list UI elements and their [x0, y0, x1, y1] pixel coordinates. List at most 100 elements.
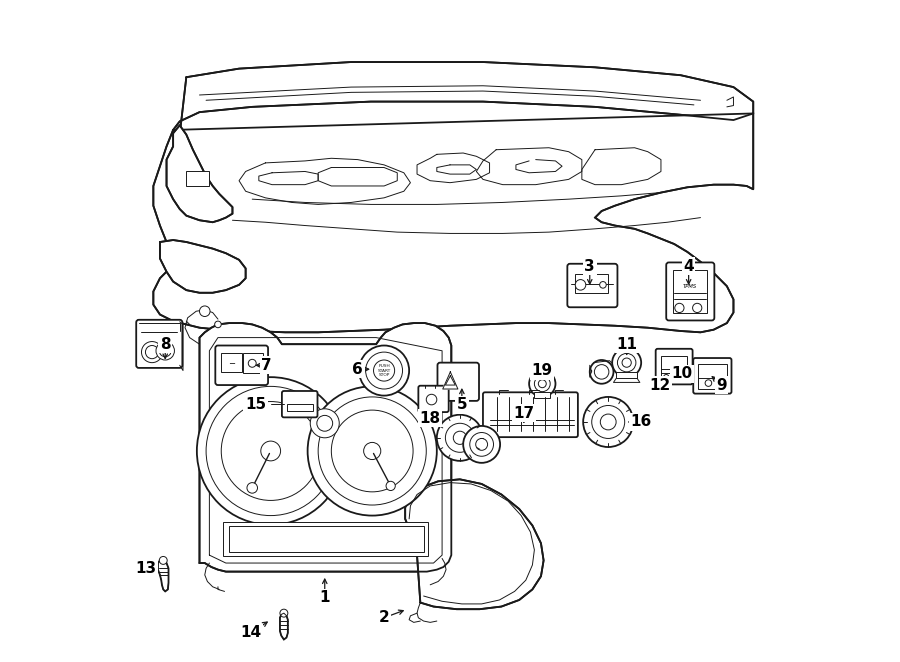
Text: 13: 13	[135, 561, 156, 576]
FancyBboxPatch shape	[567, 263, 617, 307]
Polygon shape	[200, 323, 451, 571]
Polygon shape	[160, 240, 246, 293]
Text: TPMS: TPMS	[683, 284, 698, 289]
Circle shape	[663, 375, 669, 380]
Text: 16: 16	[631, 414, 652, 430]
Polygon shape	[166, 125, 232, 222]
Circle shape	[470, 432, 493, 456]
Circle shape	[535, 376, 550, 392]
Text: 8: 8	[160, 337, 170, 352]
Circle shape	[359, 346, 410, 396]
Circle shape	[310, 409, 339, 438]
FancyBboxPatch shape	[136, 320, 183, 368]
Circle shape	[600, 414, 617, 430]
Text: 6: 6	[352, 361, 363, 377]
Circle shape	[365, 352, 402, 389]
Bar	[243, 354, 263, 373]
Circle shape	[529, 371, 555, 397]
Text: ─: ─	[229, 358, 234, 367]
Circle shape	[675, 303, 684, 312]
Text: 12: 12	[649, 377, 670, 393]
Bar	[220, 354, 242, 372]
Bar	[222, 522, 428, 557]
Bar	[673, 270, 707, 312]
Circle shape	[331, 410, 413, 492]
Circle shape	[538, 380, 546, 388]
Circle shape	[248, 359, 256, 367]
Circle shape	[446, 423, 474, 452]
Text: 9: 9	[716, 377, 727, 393]
Circle shape	[575, 279, 586, 290]
Circle shape	[622, 358, 631, 367]
Circle shape	[590, 360, 614, 384]
FancyBboxPatch shape	[656, 349, 693, 385]
Circle shape	[206, 387, 336, 516]
Circle shape	[317, 415, 333, 431]
Circle shape	[364, 442, 381, 459]
Circle shape	[464, 426, 500, 463]
Polygon shape	[280, 613, 288, 639]
Circle shape	[200, 306, 210, 316]
Bar	[575, 274, 608, 293]
Circle shape	[591, 406, 625, 438]
Text: 3: 3	[584, 259, 595, 274]
Text: 1: 1	[320, 591, 330, 606]
Bar	[535, 392, 550, 399]
Circle shape	[215, 321, 221, 328]
Circle shape	[454, 431, 466, 444]
Text: 11: 11	[616, 337, 637, 352]
Text: PUSH
START
STOP: PUSH START STOP	[377, 364, 391, 377]
Circle shape	[594, 365, 609, 379]
Text: 10: 10	[671, 366, 693, 381]
Text: 15: 15	[245, 397, 266, 412]
Circle shape	[705, 380, 712, 387]
Circle shape	[156, 342, 175, 360]
Text: 2: 2	[379, 610, 390, 626]
FancyBboxPatch shape	[215, 346, 268, 385]
Text: 17: 17	[513, 406, 535, 421]
Circle shape	[159, 557, 167, 565]
FancyBboxPatch shape	[483, 393, 578, 437]
Text: 19: 19	[532, 363, 553, 378]
Circle shape	[319, 397, 427, 505]
Polygon shape	[173, 62, 753, 134]
Bar	[661, 356, 688, 380]
Circle shape	[197, 377, 345, 525]
Circle shape	[159, 345, 171, 357]
Circle shape	[221, 402, 320, 500]
FancyBboxPatch shape	[282, 391, 318, 417]
Circle shape	[146, 346, 158, 359]
Circle shape	[617, 354, 636, 372]
Text: 7: 7	[261, 357, 272, 373]
FancyBboxPatch shape	[693, 358, 732, 394]
Polygon shape	[405, 479, 544, 609]
Polygon shape	[153, 113, 753, 332]
Circle shape	[693, 303, 702, 312]
Bar	[186, 171, 210, 186]
Circle shape	[141, 342, 163, 363]
Polygon shape	[158, 561, 168, 591]
Circle shape	[427, 395, 436, 405]
Circle shape	[599, 281, 607, 288]
Circle shape	[261, 441, 281, 461]
Bar	[230, 526, 424, 553]
Circle shape	[436, 414, 483, 461]
FancyBboxPatch shape	[666, 262, 715, 320]
Text: 5: 5	[456, 397, 467, 412]
Circle shape	[308, 387, 436, 516]
Circle shape	[374, 360, 394, 381]
Text: 18: 18	[419, 410, 441, 426]
Circle shape	[247, 483, 257, 493]
Bar	[286, 404, 313, 411]
Text: 4: 4	[683, 259, 694, 274]
Circle shape	[583, 397, 634, 447]
FancyBboxPatch shape	[437, 363, 479, 401]
Bar	[698, 364, 727, 389]
Bar	[616, 372, 637, 379]
Text: 14: 14	[240, 626, 262, 640]
Polygon shape	[443, 372, 458, 389]
Circle shape	[612, 348, 641, 377]
Circle shape	[280, 609, 288, 617]
FancyBboxPatch shape	[418, 386, 449, 412]
Circle shape	[476, 438, 488, 450]
